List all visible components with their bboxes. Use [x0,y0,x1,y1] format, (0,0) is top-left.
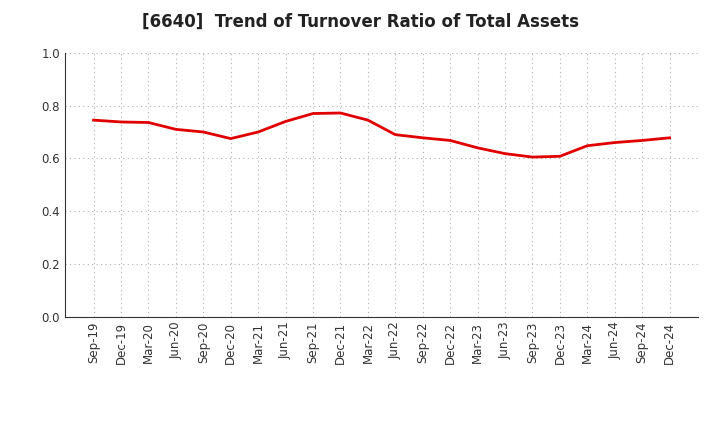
Text: [6640]  Trend of Turnover Ratio of Total Assets: [6640] Trend of Turnover Ratio of Total … [142,13,578,31]
